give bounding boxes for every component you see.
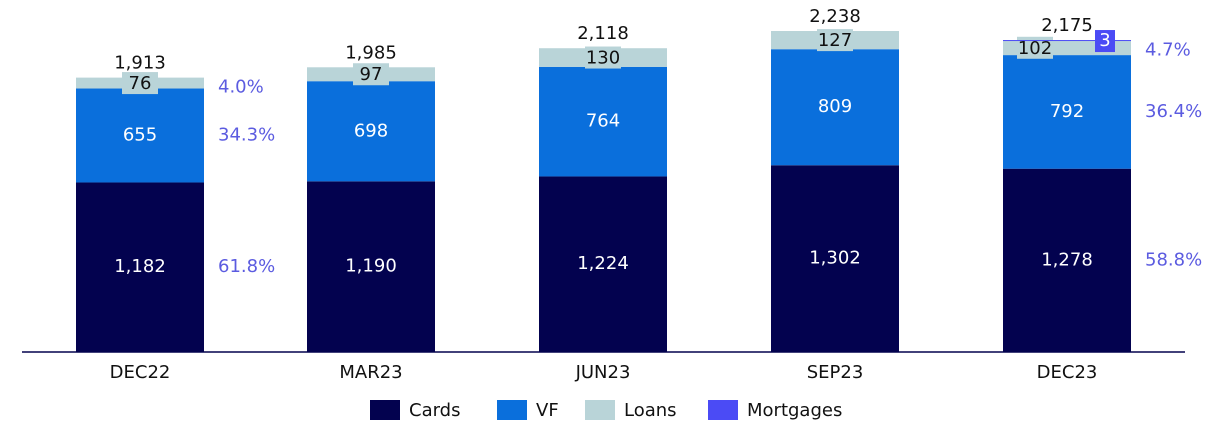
legend-label: Cards (409, 400, 461, 421)
percent-label: 4.7% (1145, 39, 1191, 60)
percent-label: 4.0% (218, 77, 264, 98)
segment-label: 3 (1099, 30, 1110, 51)
x-tick-label: DEC22 (110, 362, 171, 383)
segment-label: 1,278 (1041, 249, 1093, 270)
total-label: 2,175 (1041, 15, 1093, 36)
total-label: 2,238 (809, 6, 861, 27)
segment-label: 1,190 (345, 256, 397, 277)
legend-label: Loans (624, 400, 677, 421)
segment-label: 1,302 (809, 248, 861, 269)
label-bg (1095, 30, 1115, 53)
x-tick-label: JUN23 (575, 362, 631, 383)
legend-swatch (370, 400, 400, 420)
segment-label: 792 (1050, 101, 1084, 122)
bar-segment (1003, 55, 1131, 169)
bar-segment (771, 165, 899, 352)
bar-segment (76, 88, 204, 183)
label-bg (817, 29, 853, 52)
legend-label: Mortgages (747, 400, 842, 421)
bar-segment (771, 49, 899, 166)
legend-swatch (708, 400, 738, 420)
total-label: 1,913 (114, 53, 166, 74)
segment-label: 698 (354, 120, 388, 141)
bar-segment (76, 182, 204, 352)
bar-segment (307, 181, 435, 352)
percent-label: 34.3% (218, 124, 275, 145)
total-label: 2,118 (577, 23, 629, 44)
label-bg (1017, 36, 1053, 59)
segment-label: 655 (123, 124, 157, 145)
percent-label: 61.8% (218, 256, 275, 277)
bar-segment (1003, 168, 1131, 352)
x-tick-label: MAR23 (339, 362, 402, 383)
bar-segment (539, 176, 667, 352)
segment-label: 809 (818, 96, 852, 117)
segment-label: 127 (818, 30, 852, 51)
legend-swatch (585, 400, 615, 420)
x-tick-label: DEC23 (1037, 362, 1098, 383)
segment-label: 1,224 (577, 253, 629, 274)
bar-segment (1003, 40, 1131, 42)
legend-label: VF (536, 400, 559, 421)
segment-label: 97 (360, 64, 383, 85)
percent-label: 58.8% (1145, 249, 1202, 270)
segment-label: 102 (1018, 38, 1052, 59)
label-bg (585, 46, 621, 69)
segment-label: 764 (586, 111, 620, 132)
label-bg (353, 63, 389, 86)
segment-label: 76 (129, 73, 152, 94)
segment-label: 130 (586, 48, 620, 69)
x-tick-label: SEP23 (807, 362, 864, 383)
percent-label: 36.4% (1145, 101, 1202, 122)
segment-label: 1,182 (114, 256, 166, 277)
bar-segment (307, 81, 435, 182)
bar-segment (539, 66, 667, 177)
label-bg (122, 72, 158, 95)
legend-swatch (497, 400, 527, 420)
total-label: 1,985 (345, 42, 397, 63)
